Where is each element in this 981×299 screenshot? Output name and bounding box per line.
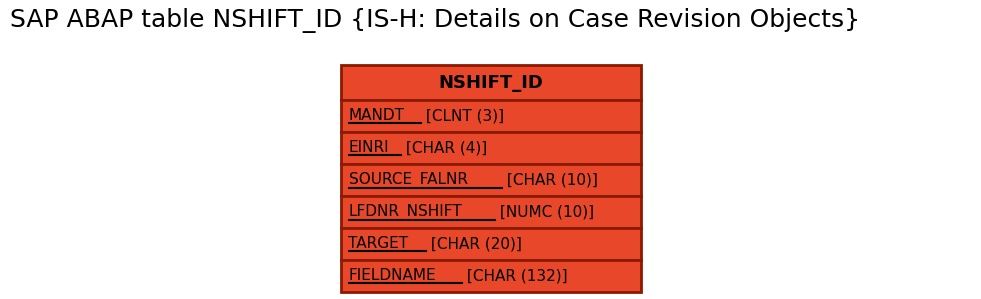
Bar [340, 260, 641, 292]
Text: MANDT: MANDT [348, 109, 404, 123]
Text: NSHIFT_ID: NSHIFT_ID [439, 74, 542, 91]
Text: [CHAR (10)]: [CHAR (10)] [502, 173, 598, 187]
Text: [CHAR (132)]: [CHAR (132)] [462, 269, 567, 283]
Text: EINRI: EINRI [348, 141, 389, 155]
Text: SAP ABAP table NSHIFT_ID {IS-H: Details on Case Revision Objects}: SAP ABAP table NSHIFT_ID {IS-H: Details … [10, 8, 860, 33]
Bar [340, 196, 641, 228]
Bar [340, 164, 641, 196]
Bar [340, 65, 641, 100]
Bar [340, 100, 641, 132]
Text: [CHAR (4)]: [CHAR (4)] [401, 141, 488, 155]
Bar [340, 132, 641, 164]
Text: [CHAR (20)]: [CHAR (20)] [426, 237, 522, 251]
Bar [340, 228, 641, 260]
Text: [CLNT (3)]: [CLNT (3)] [421, 109, 504, 123]
Text: FIELDNAME: FIELDNAME [348, 269, 437, 283]
Text: LFDNR_NSHIFT: LFDNR_NSHIFT [348, 204, 462, 220]
Text: SOURCE_FALNR: SOURCE_FALNR [348, 172, 468, 188]
Text: [NUMC (10)]: [NUMC (10)] [495, 205, 594, 219]
Text: TARGET: TARGET [348, 237, 409, 251]
